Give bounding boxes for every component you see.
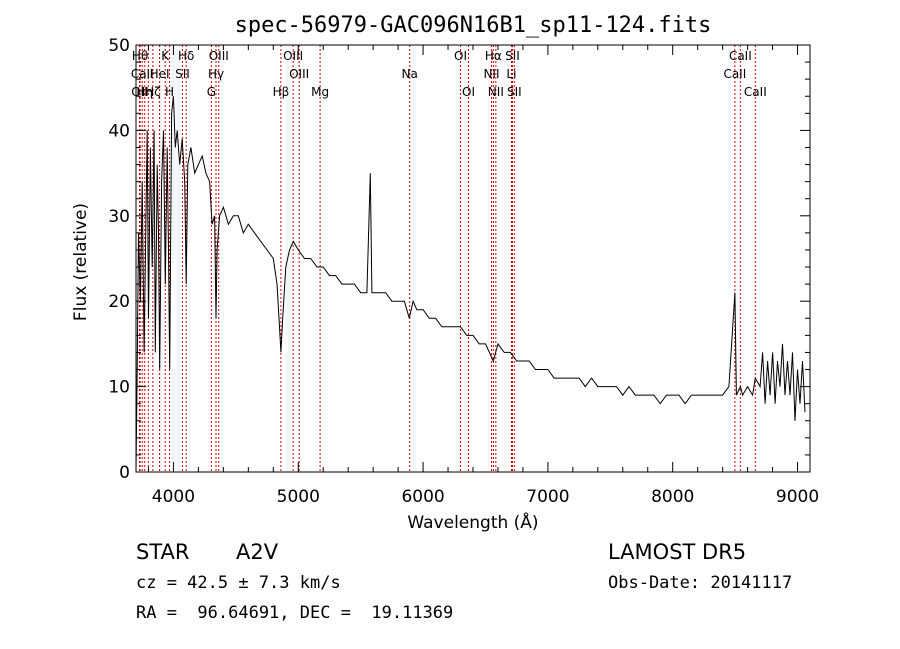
line-marker-label: Mg: [311, 85, 329, 99]
line-marker-label: Hθ: [132, 49, 148, 63]
line-marker-label: SII: [175, 67, 190, 81]
line-marker-label: Hγ: [208, 67, 224, 81]
object-class: STAR: [136, 540, 190, 564]
emission-line-labels: HθOIICaIIHηHζHeIKHSIIHδGHγOIIIHβOIIIOIII…: [131, 49, 767, 99]
line-marker-label: OI: [454, 49, 467, 63]
observation-date: Obs-Date: 20141117: [608, 573, 793, 593]
line-marker-label: Na: [402, 67, 418, 81]
line-marker-label: OIII: [209, 49, 229, 63]
coordinates: RA = 96.64691, DEC = 19.11369: [136, 603, 454, 623]
line-marker-label: SII: [507, 85, 522, 99]
line-marker-label: Hα: [485, 49, 502, 63]
line-marker-label: Hζ: [145, 85, 161, 99]
spectrum-line: [135, 96, 806, 473]
line-marker-label: Li: [506, 67, 516, 81]
line-marker-label: CaII: [744, 85, 767, 99]
x-tick-label: 6000: [401, 487, 444, 507]
line-marker-label: Hη: [136, 85, 153, 99]
x-axis-label: Wavelength (Å): [407, 511, 538, 533]
x-tick-label: 7000: [526, 487, 569, 507]
object-subclass: A2V: [236, 540, 279, 564]
line-marker-label: Hβ: [273, 85, 290, 99]
line-marker-label: OI: [462, 85, 475, 99]
line-marker-label: Hδ: [178, 49, 194, 63]
line-marker-label: HeI: [150, 67, 170, 81]
y-tick-label: 30: [108, 207, 130, 227]
y-tick-label: 50: [108, 36, 130, 56]
line-marker-label: CaII: [131, 67, 154, 81]
x-tick-label: 5000: [277, 487, 320, 507]
emission-line-markers: [138, 45, 756, 472]
survey-name: LAMOST DR5: [608, 540, 747, 564]
y-tick-label: 20: [108, 292, 130, 312]
redshift-value: cz = 42.5 ± 7.3 km/s: [136, 573, 341, 593]
line-marker-label: SII: [505, 49, 520, 63]
y-axis-label: Flux (relative): [71, 203, 91, 321]
x-tick-label: 9000: [776, 487, 819, 507]
x-axis-ticks: 4000 5000 6000 7000 8000 9000: [147, 45, 819, 507]
line-marker-label: NII: [483, 67, 499, 81]
y-tick-label: 0: [119, 463, 130, 483]
x-tick-label: 4000: [152, 487, 195, 507]
y-tick-label: 40: [108, 121, 130, 141]
plot-frame: [135, 44, 811, 473]
line-marker-label: H: [165, 85, 174, 99]
x-tick-label: 8000: [651, 487, 694, 507]
chart-title: spec-56979-GAC096N16B1_sp11-124.fits: [235, 13, 712, 38]
line-marker-label: OIII: [283, 49, 303, 63]
y-tick-label: 10: [108, 378, 130, 398]
line-marker-label: CaII: [729, 49, 752, 63]
line-marker-label: G: [207, 85, 216, 99]
line-marker-label: OIII: [289, 67, 309, 81]
line-marker-label: NII: [488, 85, 504, 99]
line-marker-label: CaII: [723, 67, 746, 81]
y-axis-ticks: 0 10 20 30 40 50: [108, 36, 810, 483]
line-marker-label: K: [161, 49, 170, 63]
line-marker-label: OII: [131, 85, 148, 99]
